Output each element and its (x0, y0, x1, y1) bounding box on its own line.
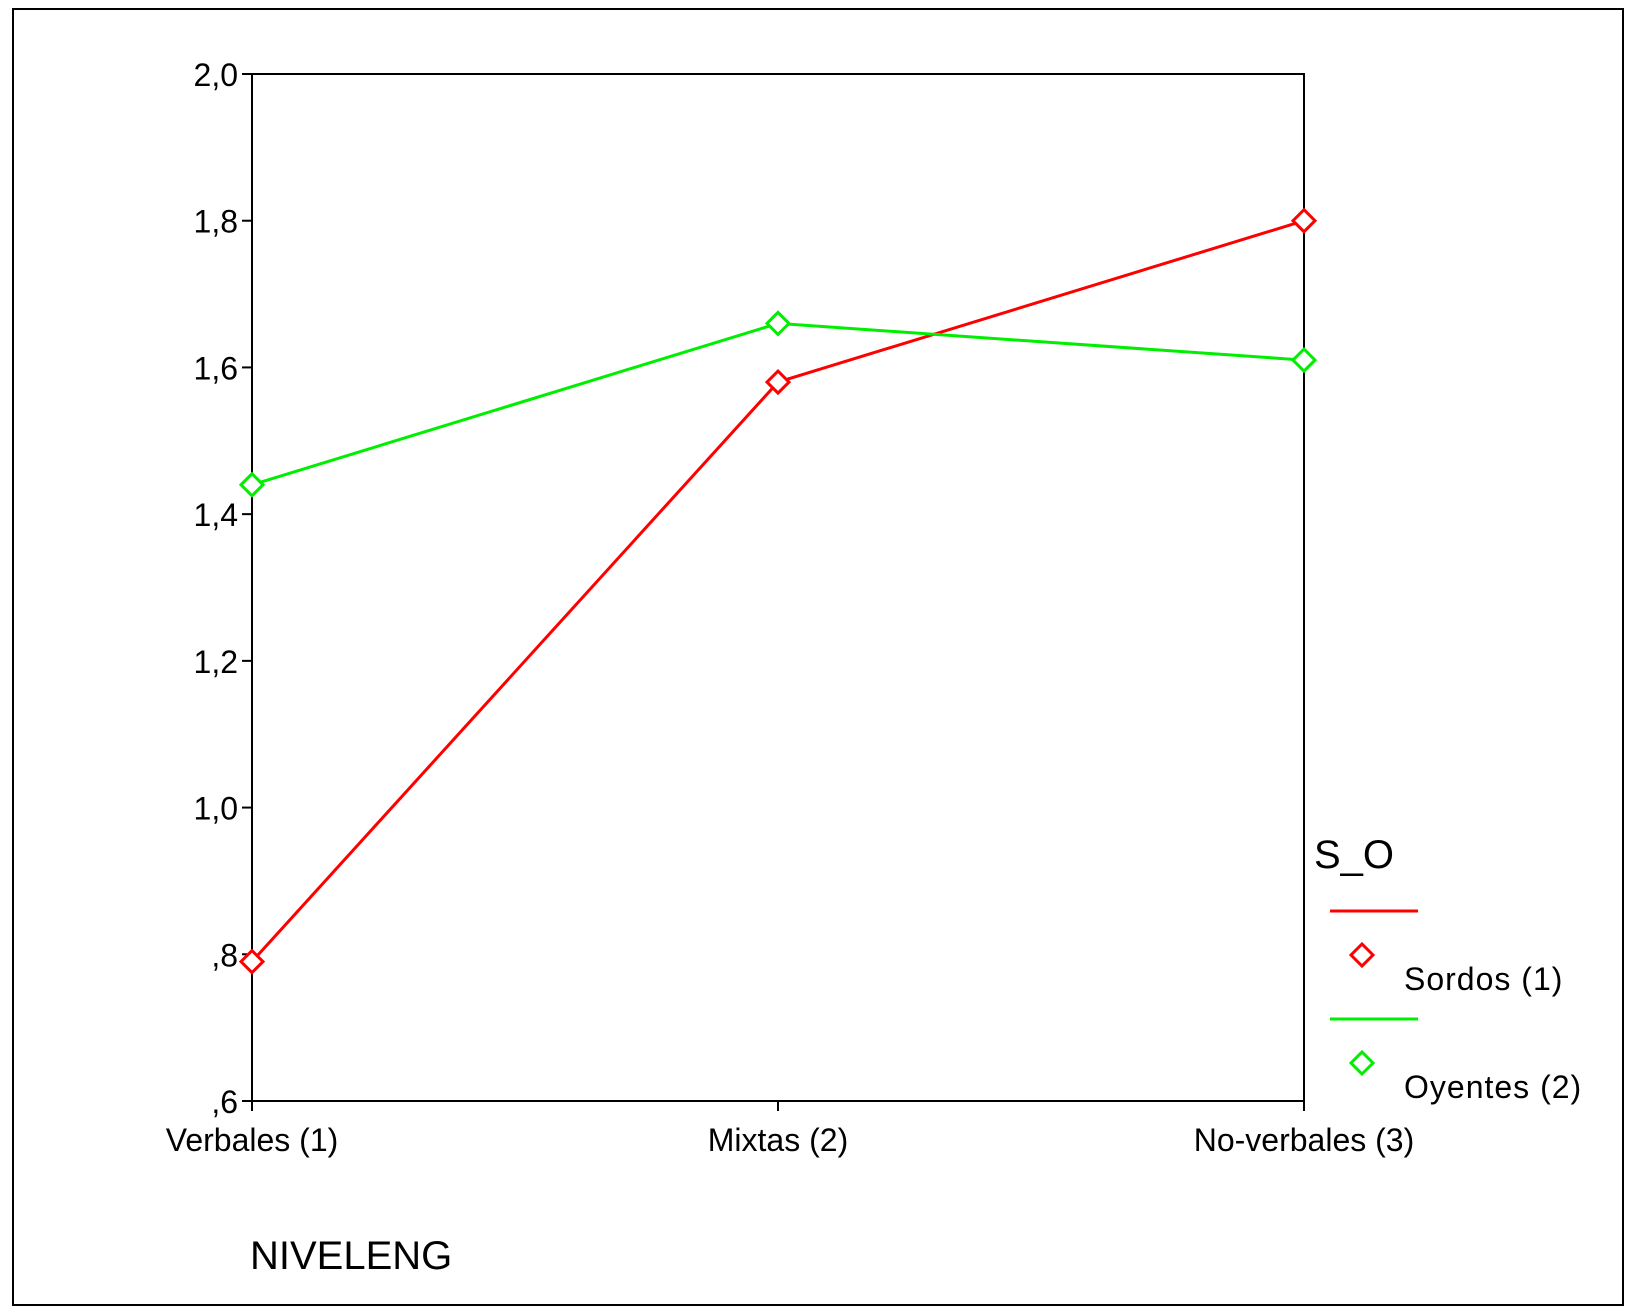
data-point-marker (238, 471, 266, 498)
y-tick-label: ,6 (211, 1084, 238, 1120)
x-tick-label: No-verbales (3) (1194, 1122, 1415, 1158)
plot-area (251, 73, 1305, 1102)
data-point-marker (764, 310, 792, 337)
data-point-marker (238, 948, 266, 975)
y-tick-label: 1,2 (194, 644, 238, 680)
legend-label: Sordos (1) (1404, 961, 1563, 997)
legend-marker-swatch (1348, 1049, 1376, 1077)
data-point-marker (1290, 346, 1318, 374)
data-point-marker (764, 368, 792, 396)
y-tick-label: 1,4 (194, 497, 238, 533)
legend-title: S_O (1314, 833, 1394, 877)
legend-marker-swatch (1348, 941, 1376, 969)
y-tick-label: 1,6 (194, 350, 238, 386)
legend-label: Oyentes (2) (1404, 1069, 1582, 1105)
x-axis-title: NIVELENG (250, 1234, 452, 1278)
data-point-marker (1290, 207, 1318, 234)
series-line (251, 321, 1305, 487)
y-tick-label: 1,0 (194, 791, 238, 827)
y-tick-label: 2,0 (194, 57, 238, 93)
chart-frame (12, 8, 1624, 1306)
y-tick-label: 1,8 (194, 204, 238, 240)
x-tick-label: Verbales (1) (166, 1122, 339, 1158)
y-tick-label: ,8 (211, 937, 238, 973)
x-tick-label: Mixtas (2) (708, 1122, 848, 1158)
